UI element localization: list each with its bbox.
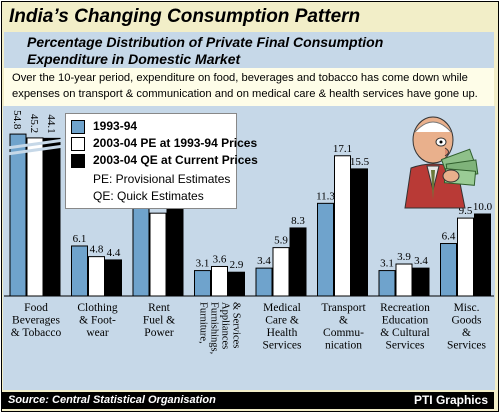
value-label-pe-5: 17.1 — [333, 143, 352, 155]
bar-qe-5 — [351, 168, 368, 297]
value-label-pe-4: 5.9 — [274, 235, 288, 247]
summary-note: Over the 10-year period, expenditure on … — [4, 68, 494, 106]
subtitle-line-1: Percentage Distribution of Private Final… — [27, 34, 384, 50]
category-label-6-line-3: Services — [386, 340, 425, 352]
legend-label-1993: 1993-94 — [93, 119, 138, 133]
bars-layer — [4, 133, 494, 297]
bar-qe-3 — [228, 271, 245, 297]
legend-swatch-pe — [71, 137, 85, 151]
credit-label: PTI Graphics — [413, 393, 488, 407]
category-label-0-line-1: Beverages — [12, 315, 60, 327]
value-label-1993-5: 11.3 — [316, 190, 335, 202]
bar-pe-2 — [149, 212, 167, 297]
bar-pe-4 — [272, 247, 290, 297]
subtitle-line-2: Expenditure in Domestic Market — [27, 51, 241, 67]
category-label-6-line-2: & Cultural — [380, 327, 430, 339]
category-label-1-line-1: & Foot- — [79, 315, 116, 327]
category-label-6-line-1: Education — [382, 315, 429, 327]
value-label-qe-1: 4.4 — [107, 247, 121, 259]
page-title: India’s Changing Consumption Pattern — [9, 6, 361, 27]
legend-swatch-qe — [71, 154, 85, 168]
bar-qe-4 — [289, 227, 307, 297]
bar-qe-2 — [166, 202, 184, 297]
category-label-5-line-2: Commu- — [323, 327, 364, 339]
value-label-qe-7: 10.0 — [473, 201, 493, 213]
bar-qe-1 — [105, 259, 122, 297]
bar-pe-5 — [334, 155, 351, 297]
value-label-qe-3: 2.9 — [230, 259, 244, 271]
value-label-pe-1: 4.8 — [90, 244, 104, 256]
category-label-3-line-0: Furniture, — [198, 302, 209, 344]
category-label-4-line-0: Medical — [263, 302, 301, 314]
category-label-7-line-2: & — [462, 327, 471, 339]
category-label-5-line-0: Transport — [321, 302, 366, 314]
legend-label-qe: 2003-04 QE at Current Prices — [93, 153, 258, 167]
bar-pe-3 — [211, 265, 228, 297]
legend-swatch-1993 — [71, 120, 85, 134]
bar-1993-7 — [440, 243, 457, 297]
category-label-2-line-0: Rent — [148, 302, 171, 314]
value-label-qe-4: 8.3 — [291, 215, 305, 227]
bar-1993-4 — [255, 267, 273, 297]
category-label-5-line-1: & — [339, 315, 348, 327]
value-label-1993-4: 3.4 — [257, 255, 271, 267]
bar-1993-5 — [317, 202, 334, 297]
value-label-qe-5: 15.5 — [350, 156, 370, 168]
bar-pe-6 — [395, 263, 413, 297]
category-label-3-line-3: & Services — [231, 302, 242, 348]
category-label-5-line-3: nication — [325, 340, 362, 352]
value-label-pe-3: 3.6 — [213, 253, 227, 265]
value-label-pe-6: 3.9 — [397, 251, 411, 263]
axis-break-mark — [6, 138, 65, 156]
value-label-1993-6: 3.1 — [380, 258, 394, 270]
value-label-1993-7: 6.4 — [442, 231, 456, 243]
source-note: Source: Central Statistical Organisation — [8, 394, 216, 406]
legend-note-pe: PE: Provisional Estimates — [93, 172, 231, 186]
category-label-3: Furniture, Furnishings, Appliances & Servic… — [198, 302, 242, 354]
summary-note-line-1: Over the 10-year period, expenditure on … — [12, 72, 468, 84]
bar-pe-1 — [88, 256, 105, 297]
bar-qe-6 — [412, 267, 430, 297]
category-label-1-line-2: wear — [86, 327, 109, 339]
value-label-1993-3: 3.1 — [196, 258, 210, 270]
category-label-7-line-0: Misc. — [454, 302, 480, 314]
summary-note-line-2: expenses on transport & communication an… — [12, 88, 478, 100]
value-label-qe-0: 44.1 — [45, 114, 57, 133]
value-label-qe-6: 3.4 — [414, 255, 428, 267]
category-label-2-line-1: Fuel & — [143, 315, 175, 327]
category-label-1-line-0: Clothing — [77, 302, 118, 314]
bar-pe-7 — [457, 217, 474, 297]
bar-1993-0 — [9, 133, 27, 297]
category-label-3-line-1: Furnishings, — [209, 302, 220, 354]
value-label-1993-0: 54.8 — [11, 110, 23, 130]
category-label-4-line-2: Health — [267, 327, 298, 339]
footer-bar: Source: Central Statistical Organisation… — [2, 392, 494, 409]
value-label-pe-0: 45.2 — [28, 114, 40, 133]
legend-note-qe: QE: Quick Estimates — [93, 189, 204, 203]
bar-1993-6 — [378, 270, 396, 297]
category-label-4-line-3: Services — [263, 340, 302, 352]
bar-pe-0 — [26, 137, 44, 297]
subtitle-band: Percentage Distribution of Private Final… — [4, 32, 494, 68]
legend-label-pe: 2003-04 PE at 1993-94 Prices — [93, 136, 258, 150]
bar-qe-7 — [474, 213, 491, 297]
category-label-0-line-0: Food — [24, 302, 48, 314]
category-label-4-line-1: Care & — [265, 315, 299, 327]
value-label-1993-1: 6.1 — [73, 233, 87, 245]
category-label-7-line-3: Services — [447, 340, 486, 352]
category-label-6-line-0: Recreation — [380, 302, 430, 314]
bar-1993-1 — [71, 245, 88, 297]
category-label-2-line-2: Power — [144, 327, 174, 339]
category-label-7-line-1: Goods — [451, 315, 482, 327]
legend: 1993-94 2003-04 PE at 1993-94 Prices 200… — [65, 113, 258, 209]
bar-1993-2 — [132, 197, 150, 297]
bar-qe-0 — [43, 137, 61, 297]
category-label-0-line-2: & Tobacco — [11, 327, 62, 339]
man-holding-money-illustration — [404, 116, 479, 209]
category-label-3-line-2: Appliances — [220, 302, 231, 349]
bar-1993-3 — [194, 270, 211, 297]
